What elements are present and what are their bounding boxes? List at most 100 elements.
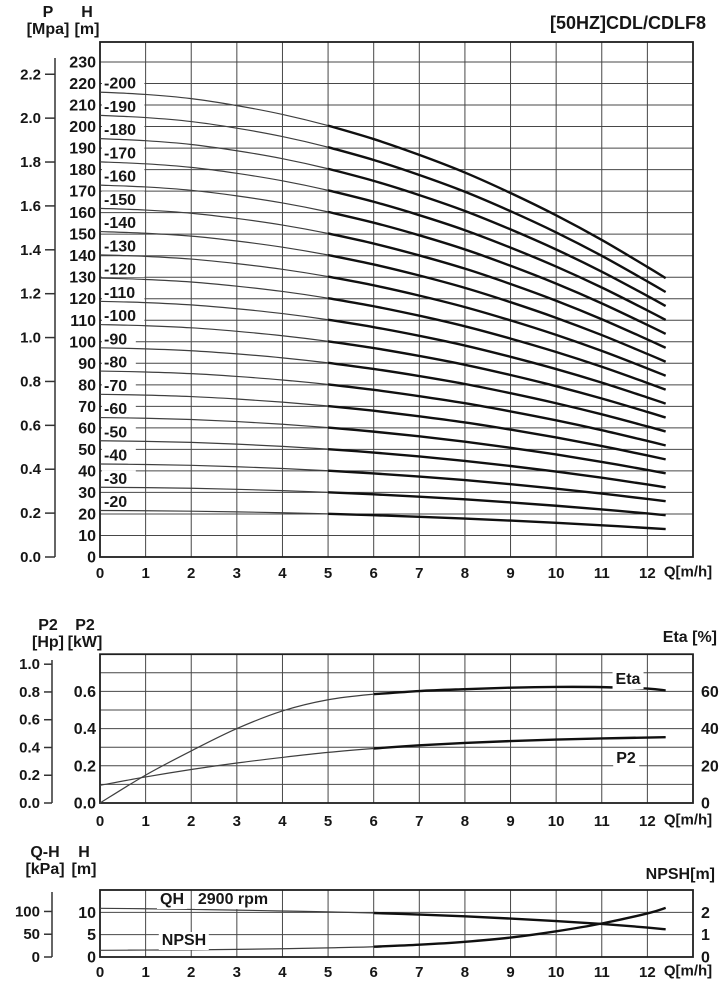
q-tick-label: 1 [141,813,149,830]
hp-tick-label: 0.6 [19,712,40,729]
kw-tick-label: 0.6 [74,684,96,701]
eta-curve-thin [99,686,666,804]
head-m-axis-unit: [m] [71,861,97,878]
pressure-axis-name: P [42,4,54,21]
stage-label: -140 [104,215,136,232]
p2-curve-thin [99,736,666,786]
stage-label-box [102,400,136,417]
head-curve--80-bold [327,383,666,447]
head-curve--110-thin [99,300,666,405]
q-tick-label: 7 [415,964,423,981]
h-tick-label: 90 [78,356,96,373]
npsh-curve-label: NPSH [158,932,210,950]
p-tick-label: 1.2 [20,286,41,303]
power-hp-axis-name: P2 [38,617,58,634]
q-tick-label: 11 [594,813,610,830]
h-tick-label: 170 [69,184,96,201]
stage-label-box [102,261,145,278]
npsh-tick-label: 2 [701,905,710,922]
head-curve--160-bold [327,210,667,335]
head-curve--40-bold [328,469,666,503]
stage-label-box [102,98,145,115]
h-tick-label: 80 [78,377,96,394]
hp-tick-label: 0.0 [19,795,40,812]
stage-label-box [102,423,136,440]
pressure-axis-unit: [Mpa] [26,21,70,38]
head-curve--200-thin [99,91,666,279]
head-plot-border [99,41,694,558]
h-tick-label: 130 [69,270,96,287]
h-tick-label: 110 [70,313,96,330]
chart-title: [50HZ]CDL/CDLF8 [550,13,706,33]
stage-label: -200 [104,76,136,93]
power-kw-axis-name: P2 [75,617,95,634]
head-curve--50-bold [327,447,666,489]
p2-curve-bold [373,735,666,750]
q-tick-label: 5 [324,565,332,582]
qh-plot-border [99,889,694,958]
stage-label-box [102,307,145,324]
stage-label: -100 [104,308,136,325]
h-tick-label: 10 [78,528,96,545]
qh-curve-label: QH [157,891,187,909]
q-tick-label: 5 [324,813,332,830]
head-curve--190-bold [327,146,667,294]
stage-label: -160 [104,169,136,186]
stage-label: -80 [104,355,127,372]
p-tick-label: 2.0 [20,110,41,127]
kpa-tick-label: 50 [23,926,40,943]
head-curve--50-thin [99,440,666,488]
stage-label-box [102,284,145,301]
q-tick-label: 9 [506,813,514,830]
q-tick-label: 9 [506,565,514,582]
q-tick-label: 6 [370,565,378,582]
h-tick-label: 30 [78,485,96,502]
q-tick-label: 6 [370,813,378,830]
head-curve--140-bold [327,253,667,363]
stage-label-box [102,214,145,231]
rpm-annotation: 2900 rpm [194,891,272,909]
eta-curve-bold [373,685,666,696]
p-tick-label: 0.8 [20,373,41,390]
stage-label-box [102,191,145,208]
stage-label: -70 [104,378,127,395]
q-tick-label: 10 [548,964,565,981]
q-tick-label: 2 [187,565,195,582]
hp-tick-label: 0.4 [19,739,41,756]
eta-curve-label: Eta [612,671,644,689]
stage-label: -130 [104,238,136,255]
power-kw-axis-unit: [kW] [67,634,103,651]
p2-curve-label: P2 [613,750,639,768]
head-axis-unit: [m] [74,21,100,38]
stage-label-box [102,377,136,394]
q-tick-label: 0 [96,565,104,582]
power-plot-border [99,653,694,804]
stage-label: -60 [104,401,127,418]
stage-label-box [102,144,145,161]
stage-label: -170 [104,145,136,162]
q-tick-label: 3 [233,964,241,981]
q-tick-label: 6 [370,964,378,981]
head-curve--60-bold [327,426,666,475]
q-tick-label: 12 [639,813,656,830]
h-m-tick-label: 10 [78,905,96,922]
h-tick-label: 100 [69,334,96,351]
q-tick-label: 11 [594,565,610,582]
h-tick-label: 160 [69,205,96,222]
h-tick-label: 40 [78,463,96,480]
h-tick-label: 0 [87,550,96,567]
q-tick-label: 2 [187,964,195,981]
qh-curve-bold [373,911,666,931]
kpa-tick-label: 0 [32,949,40,966]
q-tick-label: 3 [233,565,241,582]
head-curve--180-bold [327,167,667,308]
q-tick-label: 7 [415,813,423,830]
q-tick-label: 12 [639,964,656,981]
stage-label-box [102,330,136,347]
head-curve--30-bold [328,491,666,517]
stage-label: -20 [104,494,127,511]
h-m-tick-label: 5 [87,927,96,944]
hp-tick-label: 0.2 [19,767,40,784]
head-curve--20-bold [328,512,666,531]
flow-axis-label-bottom: Q[m/h] [663,962,713,980]
